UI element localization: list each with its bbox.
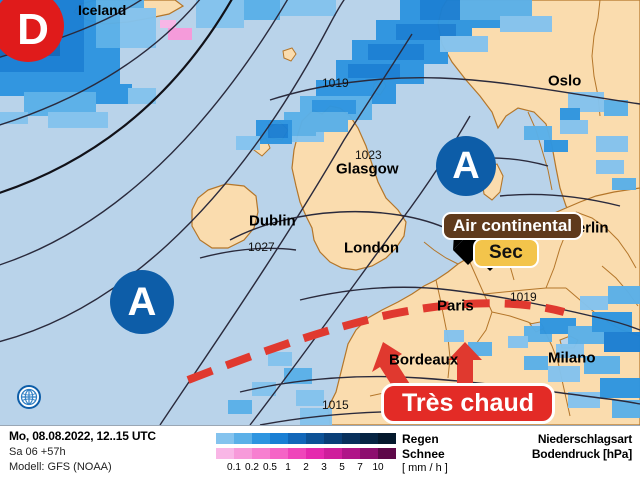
snow-swatch: [252, 448, 270, 459]
isobar-line: [199, 247, 297, 259]
snow-swatch: [216, 448, 234, 459]
high-pressure-symbol: A: [127, 280, 157, 324]
isobar-label: 1015: [322, 398, 349, 412]
snow-swatch: [324, 448, 342, 459]
weather-map[interactable]: Iceland Oslo Glasgow Dublin London Berli…: [0, 0, 640, 425]
snow-colour-bar: [216, 448, 396, 459]
snow-scale-row: Schnee: [216, 446, 445, 461]
city-name: Milano: [548, 349, 596, 367]
isobar-label: 1019: [510, 290, 537, 304]
landmass-ireland: [191, 183, 259, 249]
isobar-label: 1027: [248, 240, 275, 254]
rain-swatch: [234, 433, 252, 444]
city-label-bordeaux: Bordeaux: [389, 351, 458, 369]
annotation-air-continental[interactable]: Air continental: [442, 212, 584, 240]
isobar-line: [0, 0, 289, 266]
city-label-dublin: Dublin: [249, 212, 296, 230]
rain-swatch: [288, 433, 306, 444]
legend-variable-names: Niederschlagsart Bodendruck [hPa]: [532, 432, 632, 462]
high-pressure-symbol: A: [452, 145, 480, 187]
scale-tick: 3: [321, 462, 327, 473]
rain-swatch: [360, 433, 378, 444]
isobar-line: [299, 286, 640, 331]
rain-label: Regen: [402, 431, 439, 446]
annotation-text: Très chaud: [402, 389, 534, 417]
scale-tick: 2: [303, 462, 309, 473]
city-name: Paris: [437, 297, 474, 315]
rain-colour-bar: [216, 433, 396, 444]
landmass-faroe: [282, 47, 297, 62]
snow-swatch: [306, 448, 324, 459]
city-name: Bordeaux: [389, 351, 459, 369]
rain-scale-row: Regen: [216, 431, 445, 446]
snow-swatch: [360, 448, 378, 459]
city-label-london: London: [344, 239, 399, 257]
snow-swatch: [288, 448, 306, 459]
globe-wind-icon[interactable]: [17, 385, 41, 409]
rain-swatch: [216, 433, 234, 444]
warm-front-dashed-line: [186, 299, 566, 384]
isobar-label: 1023: [355, 148, 382, 162]
isobar-line: [499, 193, 621, 207]
variable-precip-type: Niederschlagsart: [537, 432, 632, 446]
rain-swatch: [270, 433, 288, 444]
scale-tick: 1: [285, 462, 291, 473]
scale-tick: 10: [372, 462, 384, 473]
isobar-line: [269, 77, 640, 105]
snow-swatch: [270, 448, 288, 459]
scale-tick: 5: [339, 462, 345, 473]
high-pressure-marker-atlantic[interactable]: A: [110, 270, 174, 334]
legend-colour-scales: Regen Schnee 0.1 0.2 0.5 1 2 3 5 7 10: [216, 432, 445, 476]
legend-run: Sa 06 +57h: [9, 446, 66, 458]
annotation-text: Sec: [489, 242, 523, 263]
rain-swatch: [342, 433, 360, 444]
annotation-text: Air continental: [453, 216, 573, 235]
isobar-line: [229, 210, 451, 241]
city-name: Oslo: [548, 72, 582, 90]
annotation-tres-chaud[interactable]: Très chaud: [381, 383, 555, 424]
city-name: London: [344, 239, 399, 257]
variable-surface-pressure: Bodendruck [hPa]: [531, 447, 632, 461]
scale-tick: 7: [357, 462, 363, 473]
legend-timestamp: Mo, 08.08.2022, 12..15 UTC: [9, 429, 156, 443]
legend-bar: Mo, 08.08.2022, 12..15 UTC Sa 06 +57h Mo…: [0, 425, 640, 478]
legend-model: Modell: GFS (NOAA): [9, 461, 112, 473]
snow-swatch: [234, 448, 252, 459]
scale-tick: 0.2: [245, 462, 259, 473]
snow-swatch: [378, 448, 396, 459]
snow-swatch: [342, 448, 360, 459]
city-label-milano: Milano: [548, 349, 596, 367]
city-name: Dublin: [249, 212, 296, 230]
rain-swatch: [378, 433, 396, 444]
scale-tick-labels: 0.1 0.2 0.5 1 2 3 5 7 10: [216, 462, 396, 476]
isobar-label: 1019: [322, 76, 349, 90]
annotation-sec[interactable]: Sec: [473, 238, 539, 268]
scale-tick: 0.1: [227, 462, 241, 473]
city-name: Glasgow: [336, 160, 399, 178]
rain-swatch: [306, 433, 324, 444]
isobar-line: [0, 0, 233, 194]
rain-swatch: [252, 433, 270, 444]
isobar-line: [159, 33, 413, 425]
region-label-iceland: Iceland: [78, 2, 127, 18]
unit-label: [ mm / h ]: [402, 462, 448, 474]
scale-tick: 0.5: [263, 462, 277, 473]
legend-metadata: Mo, 08.08.2022, 12..15 UTC Sa 06 +57h Mo…: [9, 429, 156, 473]
rain-swatch: [324, 433, 342, 444]
city-label-paris: Paris: [437, 297, 474, 315]
isobar-line: [0, 0, 201, 126]
city-label-glasgow: Glasgow: [336, 160, 399, 178]
snow-label: Schnee: [402, 446, 445, 461]
high-pressure-marker-north-sea[interactable]: A: [436, 136, 496, 196]
city-label-oslo: Oslo: [548, 72, 581, 90]
low-pressure-symbol: D: [17, 5, 49, 54]
isobar-line: [0, 0, 345, 343]
